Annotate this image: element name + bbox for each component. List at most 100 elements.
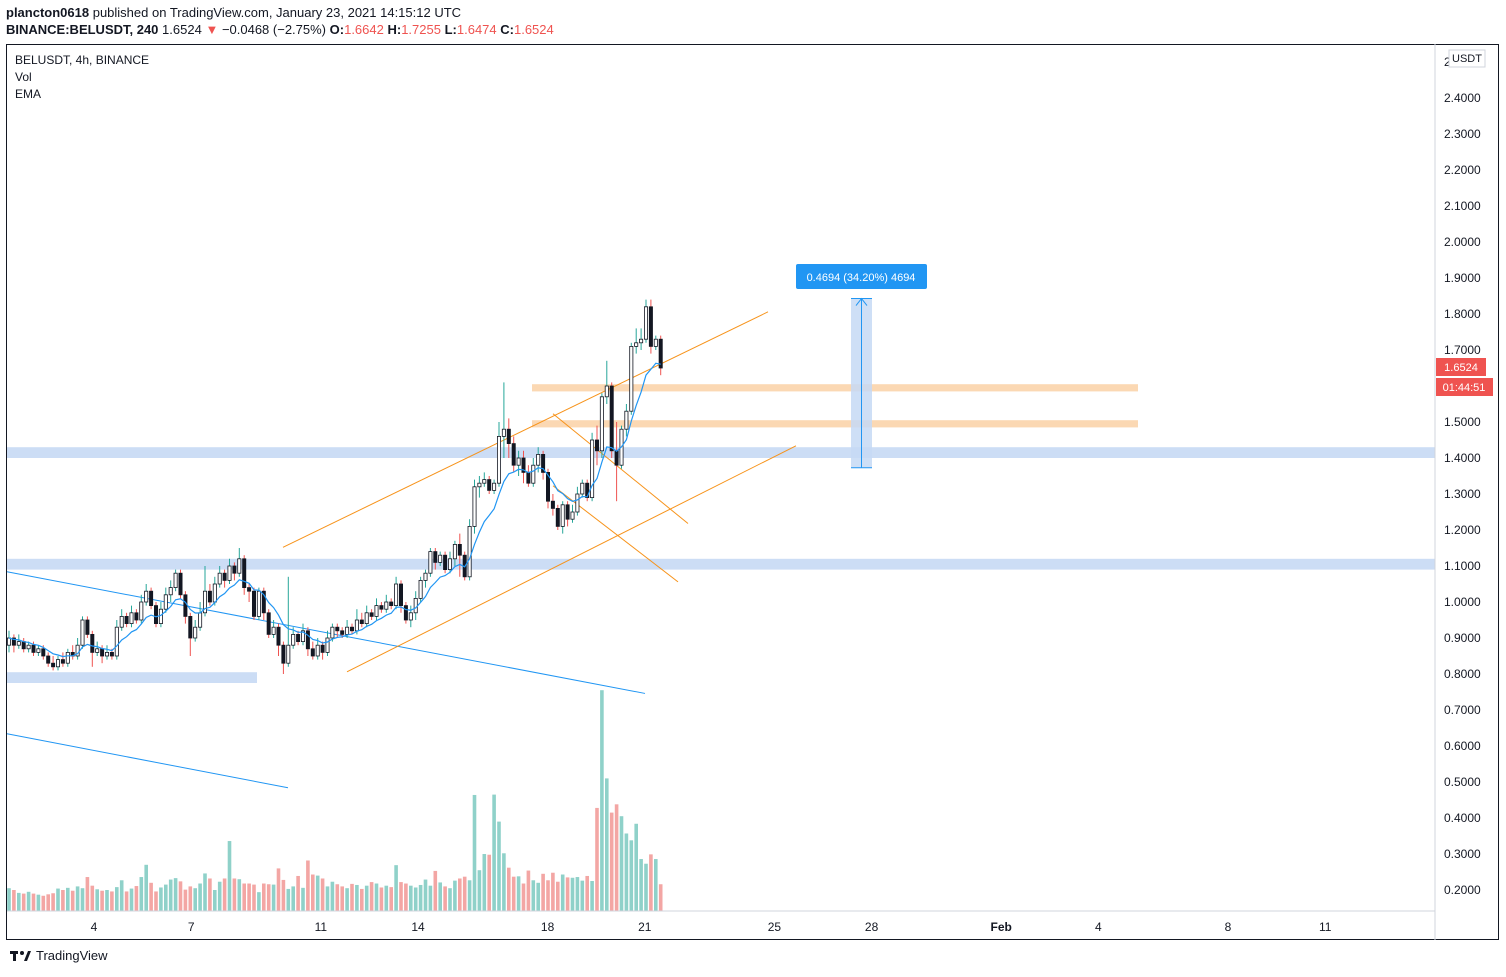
- candle[interactable]: [256, 587, 261, 620]
- candle[interactable]: [585, 479, 590, 502]
- candle[interactable]: [359, 612, 364, 628]
- candle[interactable]: [95, 641, 100, 656]
- candle[interactable]: [447, 551, 452, 574]
- candle[interactable]: [251, 587, 256, 620]
- candle[interactable]: [634, 328, 639, 354]
- candle[interactable]: [105, 645, 110, 660]
- candle[interactable]: [70, 645, 75, 660]
- candle[interactable]: [599, 393, 604, 458]
- candle[interactable]: [193, 620, 198, 642]
- candle[interactable]: [349, 623, 354, 635]
- candle[interactable]: [394, 576, 399, 610]
- candle[interactable]: [443, 551, 448, 574]
- candle[interactable]: [457, 533, 462, 577]
- candle[interactable]: [511, 436, 516, 473]
- author-name[interactable]: plancton0618: [6, 5, 90, 20]
- candle[interactable]: [369, 609, 374, 620]
- candle[interactable]: [526, 465, 531, 487]
- candle[interactable]: [595, 425, 600, 466]
- candle[interactable]: [389, 598, 394, 610]
- candle[interactable]: [477, 476, 482, 498]
- candle[interactable]: [506, 418, 511, 458]
- candle[interactable]: [129, 605, 134, 628]
- candle[interactable]: [16, 634, 21, 649]
- candle[interactable]: [374, 598, 379, 620]
- resistance-zone[interactable]: [532, 420, 1138, 428]
- candle[interactable]: [648, 299, 653, 354]
- candle[interactable]: [178, 569, 183, 599]
- resistance-zone[interactable]: [532, 384, 1138, 392]
- trend-line[interactable]: [6, 571, 646, 694]
- candle[interactable]: [36, 645, 41, 656]
- candle[interactable]: [271, 620, 276, 638]
- wedge-line[interactable]: [552, 485, 679, 583]
- channel-upper-line[interactable]: [282, 311, 769, 548]
- candle[interactable]: [149, 587, 154, 610]
- candle[interactable]: [629, 342, 634, 415]
- candle[interactable]: [56, 656, 61, 671]
- candle[interactable]: [413, 591, 418, 620]
- legend-vol[interactable]: Vol: [15, 70, 32, 84]
- candle[interactable]: [570, 504, 575, 523]
- candle[interactable]: [11, 634, 16, 653]
- candle[interactable]: [590, 432, 595, 502]
- candle[interactable]: [153, 602, 158, 628]
- candle[interactable]: [237, 548, 242, 577]
- wedge-line[interactable]: [552, 413, 689, 524]
- candle[interactable]: [482, 472, 487, 487]
- candle[interactable]: [315, 638, 320, 660]
- candle[interactable]: [452, 540, 457, 566]
- candle[interactable]: [276, 623, 281, 656]
- candle[interactable]: [26, 641, 31, 653]
- candle[interactable]: [300, 623, 305, 646]
- candle[interactable]: [80, 616, 85, 649]
- candle[interactable]: [119, 609, 124, 631]
- candle[interactable]: [46, 652, 51, 667]
- candle[interactable]: [604, 360, 609, 404]
- candle[interactable]: [364, 605, 369, 628]
- candle[interactable]: [227, 558, 232, 584]
- trend-line[interactable]: [6, 733, 289, 789]
- channel-lower-line[interactable]: [346, 445, 797, 673]
- candle[interactable]: [60, 652, 65, 667]
- candle[interactable]: [198, 602, 203, 631]
- candle[interactable]: [134, 609, 139, 624]
- candle[interactable]: [7, 630, 12, 653]
- candle[interactable]: [555, 504, 560, 530]
- candle[interactable]: [320, 641, 325, 660]
- tradingview-brand[interactable]: TradingView: [10, 948, 108, 963]
- candle[interactable]: [139, 594, 144, 624]
- candle[interactable]: [247, 584, 252, 602]
- candle[interactable]: [124, 612, 129, 628]
- candle[interactable]: [531, 458, 536, 487]
- candle[interactable]: [325, 630, 330, 656]
- candle[interactable]: [433, 548, 438, 570]
- candle[interactable]: [51, 656, 56, 671]
- candle[interactable]: [286, 576, 291, 667]
- candle[interactable]: [266, 609, 271, 638]
- candle[interactable]: [310, 641, 315, 660]
- candle[interactable]: [418, 576, 423, 602]
- candle[interactable]: [90, 630, 95, 667]
- candle[interactable]: [379, 602, 384, 613]
- candle[interactable]: [550, 494, 555, 516]
- candle[interactable]: [541, 450, 546, 480]
- currency-badge[interactable]: [1448, 49, 1486, 68]
- candle[interactable]: [408, 605, 413, 628]
- support-zone[interactable]: [7, 447, 1435, 458]
- candle[interactable]: [565, 501, 570, 527]
- candle[interactable]: [188, 612, 193, 656]
- legend-ema[interactable]: EMA: [15, 87, 42, 101]
- candle[interactable]: [296, 630, 301, 646]
- candle[interactable]: [487, 476, 492, 494]
- candle[interactable]: [242, 555, 247, 595]
- candle[interactable]: [85, 616, 90, 638]
- candle[interactable]: [173, 569, 178, 592]
- candle[interactable]: [183, 591, 188, 624]
- candle[interactable]: [644, 299, 649, 343]
- candle[interactable]: [261, 587, 266, 620]
- candle[interactable]: [516, 450, 521, 476]
- candle[interactable]: [467, 519, 472, 581]
- ema-line[interactable]: [8, 362, 661, 658]
